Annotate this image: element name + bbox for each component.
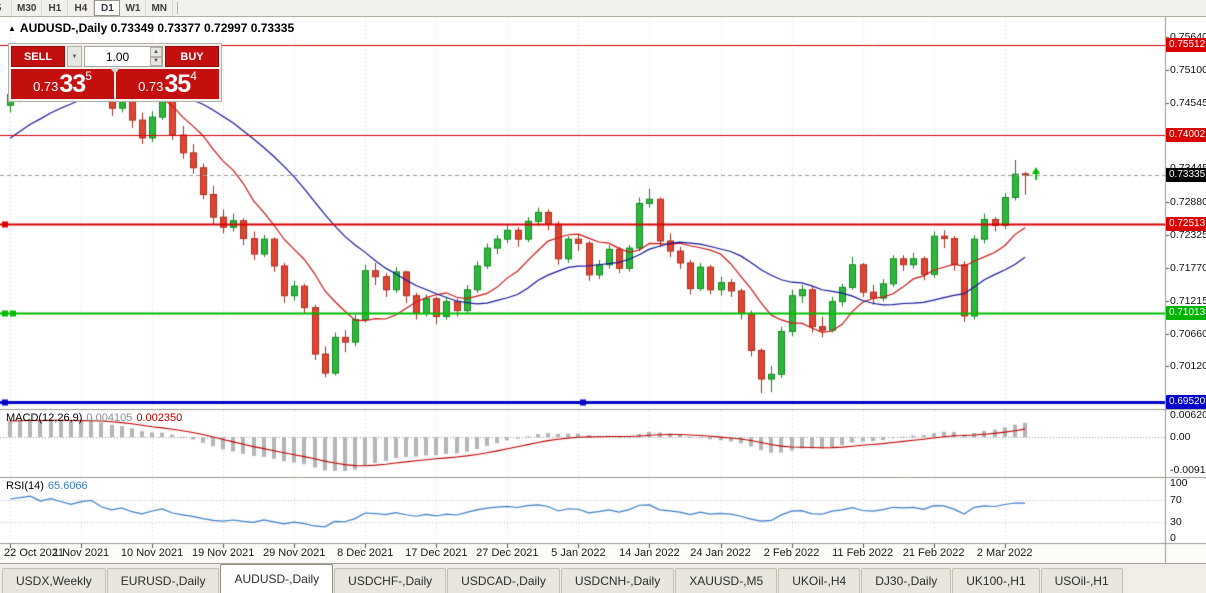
toolbar-separator [177, 2, 179, 14]
date-axis-label: 2 Feb 2022 [763, 547, 820, 559]
buy-price-button[interactable]: 0.73 35 4 [116, 69, 219, 99]
date-axis-label: 17 Dec 2021 [405, 547, 468, 559]
timeframe-mn[interactable]: MN [146, 0, 174, 16]
volume-input[interactable] [85, 47, 150, 66]
date-axis-label: 11 Feb 2022 [832, 547, 894, 559]
tab-usoil-h1[interactable]: USOil-,H1 [1040, 568, 1123, 593]
tab-usdchf-daily[interactable]: USDCHF-,Daily [334, 568, 447, 593]
timeframe-m30[interactable]: M30 [12, 0, 43, 16]
price-axis-label: 0.72880 [1170, 195, 1206, 208]
price-axis-label: 0.70660 [1170, 327, 1206, 340]
date-axis-label: 1 Nov 2021 [52, 547, 110, 559]
timeframe-h4[interactable]: H4 [68, 0, 95, 16]
tab-usdcnh-daily[interactable]: USDCNH-,Daily [560, 568, 675, 593]
macd-indicator-label: MACD(12,26,9) 0.004105 0.002350 [6, 412, 182, 424]
sell-price-pips: 33 [59, 70, 86, 98]
rsi-axis-label: 70 [1170, 493, 1182, 506]
macd-signal-value: 0.002350 [136, 412, 183, 424]
price-axis-label: 0.72325 [1170, 228, 1206, 241]
sell-button[interactable]: SELL [11, 46, 65, 67]
volume-field: ▲ ▼ [84, 46, 163, 67]
macd-axis-label: -0.00919 [1170, 463, 1206, 476]
price-axis-label: 0.71215 [1170, 294, 1206, 307]
price-chart-canvas[interactable] [0, 17, 1206, 563]
level-price-badge: 0.72513 [1166, 216, 1206, 231]
tab-usdx-weekly[interactable]: USDX,Weekly [2, 568, 106, 593]
chart-tabs-bar: USDX,Weekly EURUSD-,Daily AUDUSD-,Daily USD… [0, 563, 1206, 593]
rsi-axis-label: 30 [1170, 515, 1182, 528]
tab-ukoil-h4[interactable]: UKOil-,H4 [778, 568, 861, 593]
sell-price-point: 5 [85, 69, 92, 83]
rsi-name: RSI(14) [6, 480, 44, 492]
price-axis-label: 0.75100 [1170, 63, 1206, 76]
rsi-value: 65.6066 [47, 480, 88, 492]
timeframe-5[interactable]: 5 [0, 0, 12, 16]
level-price-badge: 0.75512 [1166, 38, 1206, 52]
volume-spinner: ▲ ▼ [150, 47, 162, 66]
volume-increase-button[interactable]: ▲ [150, 47, 162, 57]
buy-price-base: 0.73 [138, 79, 164, 94]
chart-ohlc-title: ▲ AUDUSD-,Daily 0.73349 0.73377 0.72997 0… [8, 21, 294, 35]
date-axis-label: 14 Jan 2022 [619, 547, 680, 559]
rsi-axis-label: 100 [1170, 477, 1188, 489]
level-price-badge: 0.69520 [1166, 394, 1206, 409]
macd-name: MACD(12,26,9) [6, 412, 83, 424]
rsi-axis-label: 0 [1170, 532, 1176, 544]
price-axis-label: 0.74545 [1170, 96, 1206, 109]
date-axis-label: 21 Feb 2022 [902, 547, 965, 559]
panel-divider-notch [110, 68, 120, 74]
timeframe-toolbar: 5M30H1H4D1W1MN [0, 0, 1206, 17]
buy-price-pips: 35 [164, 70, 191, 98]
timeframe-h1[interactable]: H1 [42, 0, 69, 16]
macd-axis-label: 0.00 [1170, 431, 1191, 444]
date-axis-label: 10 Nov 2021 [120, 547, 184, 559]
date-axis-label: 8 Dec 2021 [337, 547, 394, 559]
chart-title-text: AUDUSD-,Daily 0.73349 0.73377 0.72997 0.… [19, 21, 295, 35]
date-axis-label: 27 Dec 2021 [476, 547, 539, 559]
price-axis-label: 0.70120 [1170, 359, 1206, 372]
volume-dropdown-button[interactable]: ▼ [67, 46, 82, 67]
date-axis-label: 2 Mar 2022 [976, 547, 1033, 559]
timeframe-w1[interactable]: W1 [120, 0, 147, 16]
tab-usdcad-daily[interactable]: USDCAD-,Daily [447, 568, 560, 593]
price-axis-label: 0.71770 [1170, 261, 1206, 274]
buy-button[interactable]: BUY [165, 46, 219, 67]
macd-axis-label: 0.00620 [1170, 409, 1206, 422]
chevron-down-icon: ▼ [71, 53, 78, 60]
buy-price-point: 4 [190, 69, 197, 83]
sell-price-button[interactable]: 0.73 33 5 [11, 69, 114, 99]
date-axis-label: 29 Nov 2021 [262, 547, 326, 559]
date-axis-label: 5 Jan 2022 [551, 547, 606, 559]
date-axis-label: 19 Nov 2021 [191, 547, 255, 559]
level-price-badge: 0.71013 [1166, 305, 1206, 320]
sell-price-base: 0.73 [33, 79, 59, 94]
tab-eurusd-daily[interactable]: EURUSD-,Daily [106, 568, 220, 593]
tab-uk100-h1[interactable]: UK100-,H1 [952, 568, 1040, 593]
rsi-indicator-label: RSI(14) 65.6066 [6, 480, 88, 492]
date-axis-label: 24 Jan 2022 [690, 547, 751, 559]
chart-area: ▲ AUDUSD-,Daily 0.73349 0.73377 0.72997 0… [0, 17, 1206, 563]
bid-price-badge: 0.73335 [1166, 167, 1206, 182]
tab-xauusd-m5[interactable]: XAUUSD-,M5 [675, 568, 778, 593]
panel-collapse-arrow[interactable]: ▲ [8, 24, 16, 33]
level-price-badge: 0.74002 [1166, 127, 1206, 142]
timeframe-d1[interactable]: D1 [94, 0, 121, 16]
tab-dj30-daily[interactable]: DJ30-,Daily [861, 568, 952, 593]
date-axis-label: 22 Oct 2021 [4, 547, 64, 559]
volume-decrease-button[interactable]: ▼ [150, 56, 162, 66]
tab-audusd-daily[interactable]: AUDUSD-,Daily [220, 564, 334, 593]
macd-main-value: 0.004105 [86, 412, 133, 424]
